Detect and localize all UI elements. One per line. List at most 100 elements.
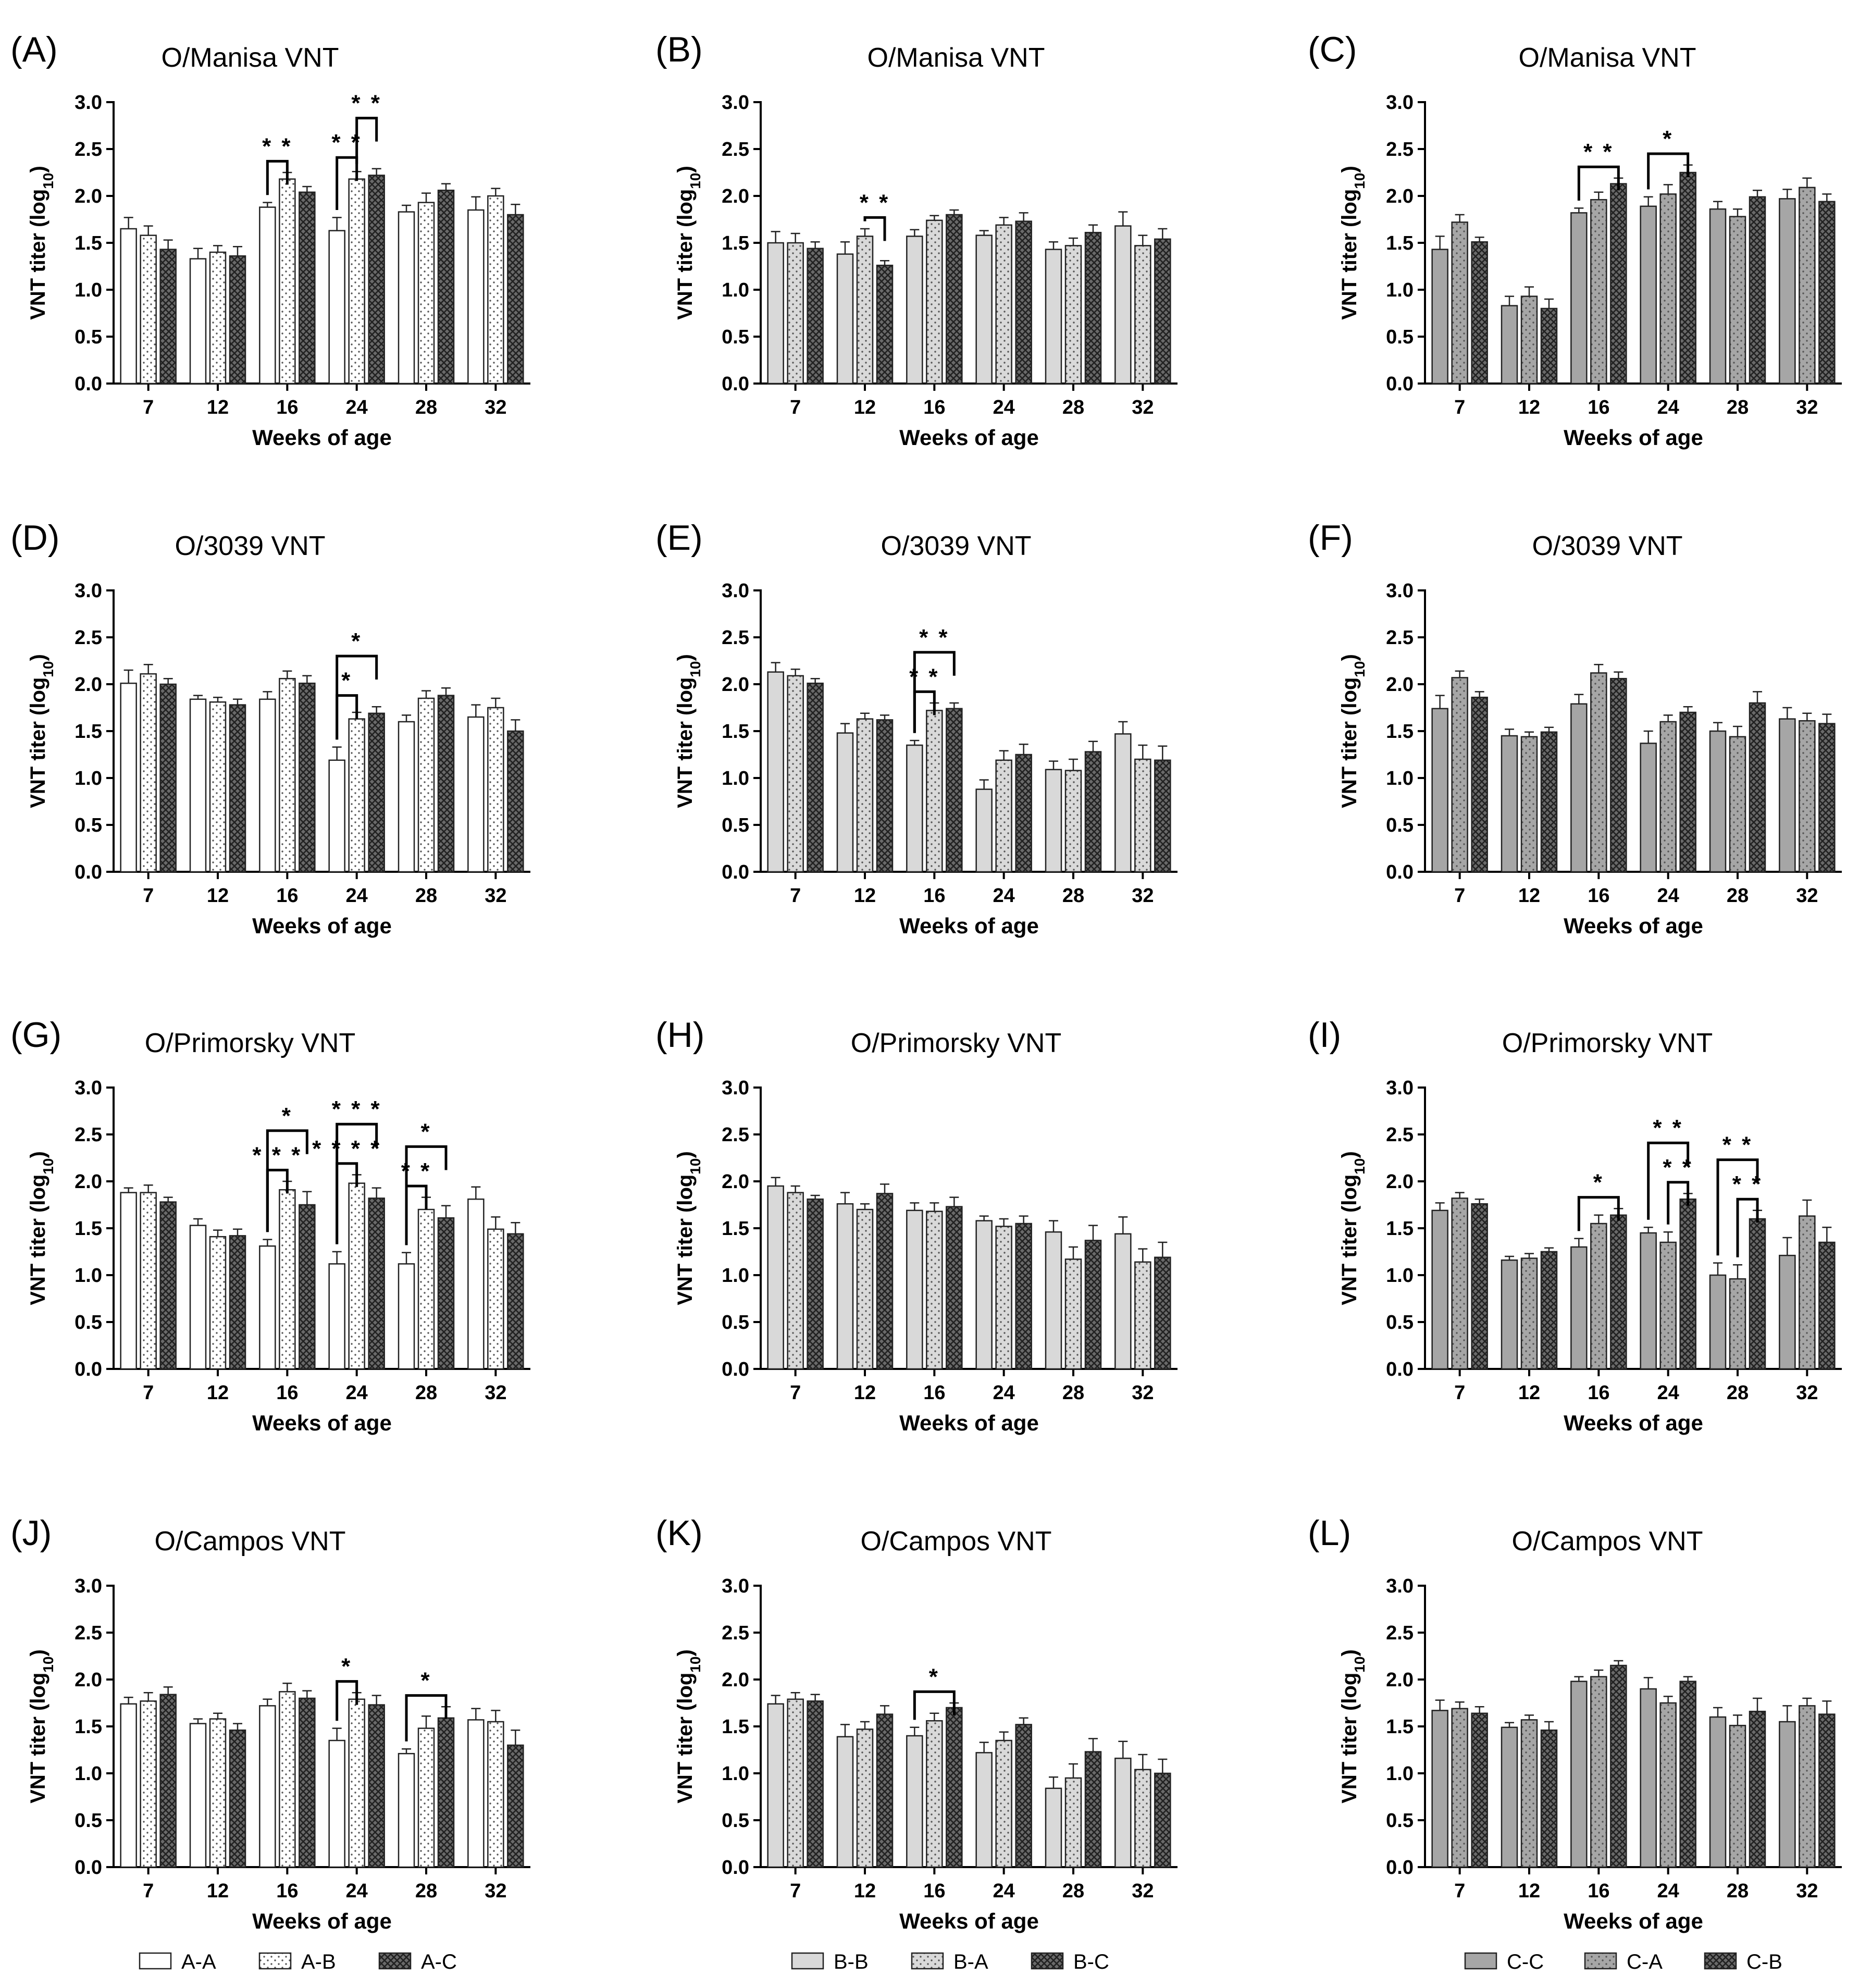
bar-pattern-C-B-16 [1610, 678, 1627, 872]
bar-pattern-C-A-32 [1799, 721, 1815, 872]
bar-pattern-B-A-28 [1065, 770, 1081, 872]
bar-pattern-A-C-12 [230, 705, 245, 872]
y-axis-title: VNT titer (log10) [1338, 654, 1368, 808]
bar-pattern-A-C-28 [438, 190, 454, 384]
bar-C-C-12 [1502, 1727, 1517, 1867]
bar-B-B-12 [837, 733, 853, 872]
y-tick-label: 2.0 [1386, 1171, 1414, 1193]
bar-pattern-C-A-28 [1730, 1279, 1745, 1369]
bar-pattern-A-C-24 [368, 713, 385, 872]
bar-pattern-B-A-16 [926, 1721, 943, 1867]
y-tick-label: 0.5 [1386, 814, 1414, 836]
x-tick-label: 16 [923, 885, 945, 907]
bar-A-A-24 [329, 1740, 345, 1867]
panel-label: (E) [655, 518, 703, 558]
panel-label: (I) [1308, 1015, 1341, 1055]
y-tick-label: 3.0 [75, 1077, 102, 1099]
y-tick-label: 2.5 [722, 627, 749, 649]
bar-pattern-C-B-7 [1471, 1713, 1488, 1867]
bar-C-C-16 [1571, 213, 1587, 384]
panel-label: (G) [10, 1015, 61, 1055]
y-tick-label: 0.5 [75, 326, 102, 348]
x-tick-label: 24 [346, 397, 368, 418]
x-tick-label: 16 [1588, 397, 1609, 418]
significance-bracket [1577, 1196, 1620, 1231]
y-tick-label: 3.0 [1386, 92, 1414, 114]
bar-pattern-A-B-12 [210, 1237, 226, 1369]
bar-pattern-C-A-7 [1452, 677, 1468, 872]
panel-H: (H) O/Primorsky VNT 0.0 0.5 1.0 1.5 2.0 2.5 3.0 V… [655, 1015, 1178, 1435]
x-tick-label: 24 [993, 1880, 1015, 1902]
bar-pattern-B-C-16 [946, 1206, 962, 1369]
bar-pattern-B-A-32 [1135, 1769, 1151, 1867]
y-tick-label: 0.0 [722, 1359, 749, 1380]
y-tick-label: 3.0 [722, 1077, 749, 1099]
bar-pattern-B-A-16 [926, 1211, 943, 1369]
significance-bracket [1647, 1141, 1690, 1220]
y-tick-label: 0.5 [75, 1312, 102, 1333]
y-tick-label: 2.5 [75, 139, 102, 160]
panel-title: O/Manisa VNT [1519, 43, 1696, 73]
significance-label: * * [1653, 1115, 1683, 1141]
x-tick-label: 7 [1454, 1382, 1465, 1404]
bar-pattern-C-A-24 [1660, 1703, 1676, 1867]
x-axis-title: Weeks of age [252, 1909, 392, 1933]
y-tick-label: 0.0 [1386, 1857, 1414, 1879]
y-tick-label: 0.0 [1386, 1359, 1414, 1380]
legend-swatch-outline [139, 1952, 172, 1970]
bar-pattern-C-A-7 [1452, 222, 1468, 384]
y-tick-label: 2.5 [722, 139, 749, 160]
y-tick-label: 2.0 [1386, 674, 1414, 696]
significance-bracket [336, 156, 358, 210]
y-tick-label: 0.5 [722, 814, 749, 836]
legend-swatch-outline [791, 1952, 824, 1970]
bar-pattern-B-A-32 [1135, 759, 1151, 872]
bar-pattern-B-C-28 [1085, 232, 1101, 384]
y-tick-label: 2.5 [722, 1124, 749, 1146]
significance-label: * [929, 1664, 940, 1689]
bar-pattern-C-B-7 [1471, 242, 1488, 384]
y-axis-title: VNT titer (log10) [27, 654, 56, 808]
panel-E: (E) O/3039 VNT 0.0 0.5 1.0 1.5 2.0 2.5 3.0 VNT ti… [655, 518, 1178, 938]
bar-pattern-B-C-32 [1155, 1257, 1171, 1369]
bar-A-A-16 [259, 1706, 276, 1867]
x-tick-label: 28 [1062, 1382, 1084, 1404]
bar-pattern-B-A-32 [1135, 245, 1151, 384]
bar-pattern-B-C-24 [1015, 755, 1032, 872]
y-axis-title: VNT titer (log10) [674, 654, 703, 808]
x-tick-label: 32 [1132, 885, 1154, 907]
y-tick-label: 1.0 [75, 1265, 102, 1287]
bar-B-B-7 [767, 243, 784, 384]
x-tick-label: 12 [1518, 885, 1540, 907]
significance-bracket [1716, 1158, 1759, 1256]
significance-bracket [336, 655, 378, 740]
y-tick-label: 1.5 [1386, 1218, 1414, 1240]
bar-B-B-12 [837, 1204, 853, 1369]
bar-pattern-C-B-24 [1680, 712, 1696, 872]
legend-swatch-outline [1704, 1952, 1737, 1970]
x-tick-label: 32 [1796, 885, 1818, 907]
bar-pattern-A-C-32 [507, 1233, 524, 1369]
panel-D: (D) O/3039 VNT 0.0 0.5 1.0 1.5 2.0 2.5 3.0 VNT ti… [10, 518, 530, 938]
bar-B-B-12 [837, 254, 853, 384]
y-tick-label: 0.0 [1386, 861, 1414, 883]
bar-C-C-16 [1571, 1681, 1587, 1867]
bar-pattern-A-C-24 [368, 1198, 385, 1369]
x-tick-label: 12 [854, 1880, 876, 1902]
bar-pattern-A-C-7 [160, 684, 176, 872]
significance-label: * * [919, 625, 949, 650]
bar-pattern-C-B-32 [1819, 723, 1835, 872]
y-axis-title: VNT titer (log10) [27, 1649, 56, 1804]
y-tick-label: 2.5 [75, 627, 102, 649]
bar-C-C-28 [1710, 731, 1726, 872]
x-tick-label: 12 [1518, 1880, 1540, 1902]
bar-A-A-32 [468, 717, 484, 872]
y-tick-label: 2.0 [722, 186, 749, 207]
y-tick-label: 2.0 [1386, 1669, 1414, 1691]
x-tick-label: 28 [1062, 1880, 1084, 1902]
x-tick-label: 7 [790, 1382, 801, 1404]
bar-pattern-B-A-28 [1065, 245, 1081, 384]
x-tick-label: 16 [276, 1880, 298, 1902]
y-axis-title: VNT titer (log10) [27, 1151, 56, 1305]
y-tick-label: 0.0 [75, 861, 102, 883]
